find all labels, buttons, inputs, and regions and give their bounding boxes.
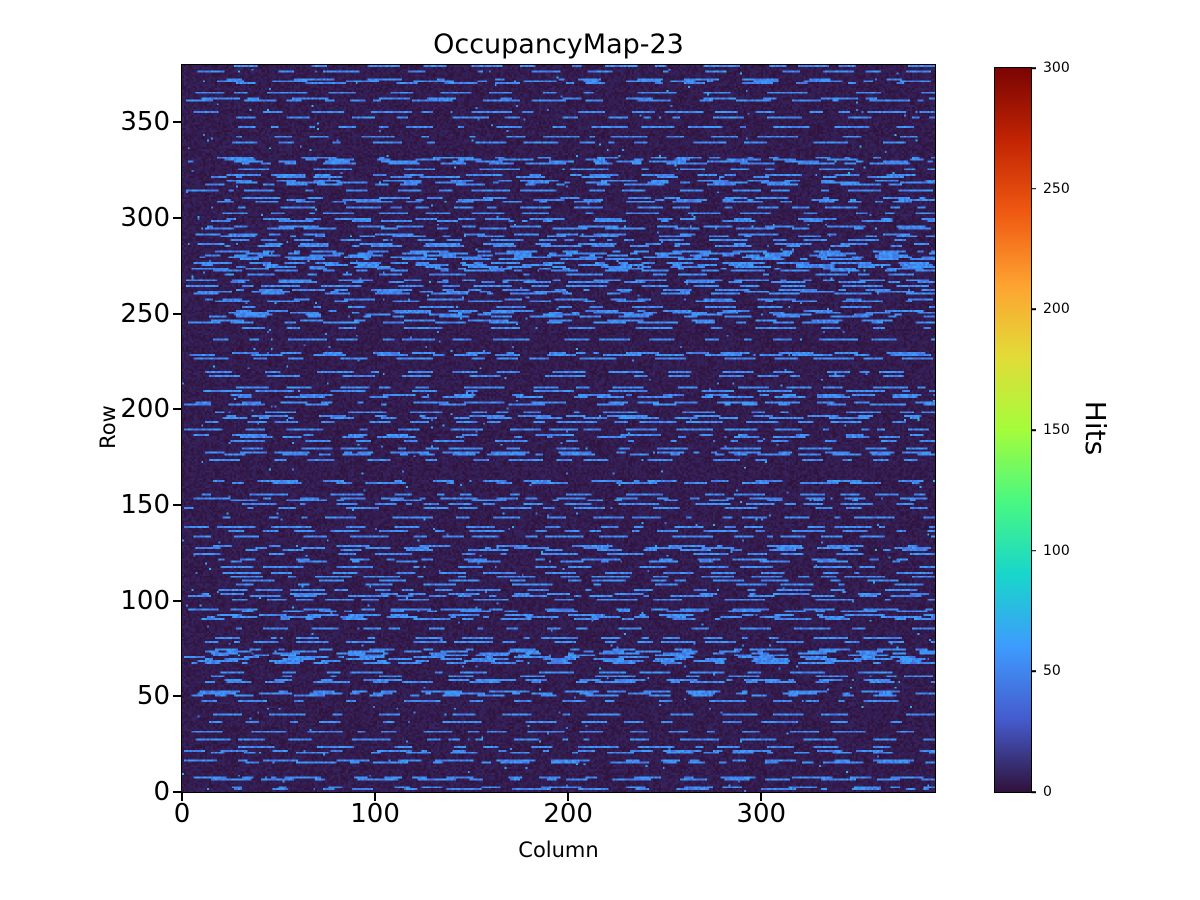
y-tick-mark — [173, 217, 182, 220]
colorbar-tick-label: 50 — [1043, 663, 1061, 680]
y-tick-label: 0 — [153, 777, 170, 807]
x-tick-label: 0 — [173, 799, 191, 829]
y-tick-mark — [173, 312, 182, 315]
colorbar-tick-mark — [1031, 670, 1036, 673]
y-tick-mark — [173, 599, 182, 602]
colorbar-tick-label: 100 — [1043, 542, 1070, 559]
y-tick-mark — [173, 695, 182, 698]
y-tick-label: 50 — [136, 681, 170, 712]
heatmap-plot — [181, 64, 936, 793]
y-tick-mark — [173, 791, 182, 793]
y-tick-mark — [173, 121, 182, 124]
y-tick-label: 300 — [120, 203, 170, 234]
colorbar-tick-mark — [1031, 67, 1036, 69]
x-tick-mark — [567, 792, 570, 801]
y-tick-mark — [173, 504, 182, 507]
colorbar-tick-mark — [1031, 187, 1036, 190]
x-tick-mark — [374, 792, 377, 801]
y-tick-label: 100 — [120, 585, 170, 616]
y-tick-label: 200 — [120, 394, 170, 425]
y-tick-mark — [173, 408, 182, 411]
colorbar — [994, 67, 1032, 793]
colorbar-tick-label: 300 — [1043, 60, 1070, 76]
colorbar-tick-label: 200 — [1043, 301, 1070, 318]
colorbar-tick-mark — [1031, 791, 1036, 793]
chart-title: OccupancyMap-23 — [433, 29, 684, 60]
x-axis-label: Column — [518, 838, 599, 862]
colorbar-tick-label: 0 — [1043, 784, 1052, 800]
colorbar-tick-label: 250 — [1043, 180, 1070, 197]
y-tick-label: 350 — [120, 107, 170, 138]
x-tick-label: 300 — [736, 799, 787, 829]
x-tick-mark — [760, 792, 763, 801]
colorbar-tick-mark — [1031, 549, 1036, 552]
colorbar-tick-label: 150 — [1043, 422, 1070, 438]
y-tick-label: 250 — [120, 298, 170, 329]
colorbar-tick-mark — [1031, 429, 1036, 431]
x-tick-mark — [181, 792, 183, 801]
x-tick-label: 200 — [543, 799, 593, 829]
colorbar-tick-mark — [1031, 308, 1036, 311]
colorbar-label: Hits — [1079, 400, 1112, 456]
x-tick-label: 100 — [350, 799, 400, 829]
y-tick-label: 150 — [120, 490, 170, 521]
heatmap-canvas — [182, 65, 935, 792]
